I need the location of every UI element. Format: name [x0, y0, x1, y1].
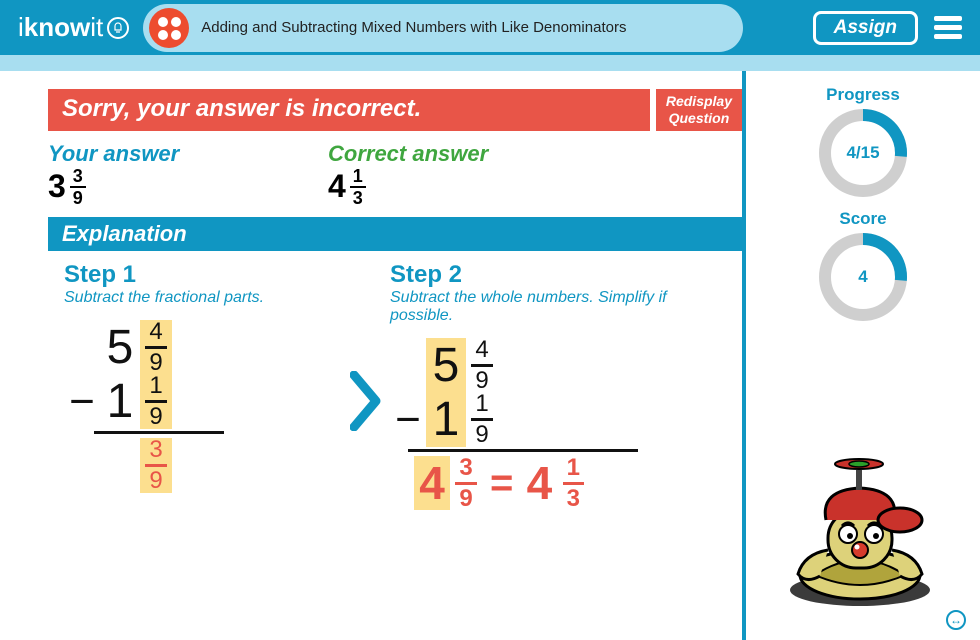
step-2-title: Step 2	[390, 261, 684, 289]
topic-pill: Adding and Subtracting Mixed Numbers wit…	[143, 4, 743, 52]
logo-mid: know	[24, 12, 90, 43]
content-area: Sorry, your answer is incorrect. Redispl…	[0, 71, 742, 640]
topic-title: Adding and Subtracting Mixed Numbers wit…	[201, 18, 626, 38]
step-1: Step 1 Subtract the fractional parts. 5 …	[48, 261, 358, 511]
category-icon	[149, 8, 189, 48]
expand-icon[interactable]: ↔	[946, 610, 966, 630]
step-2-math: 5 49 − 1 19 4 39 = 4 13	[390, 339, 670, 511]
your-answer-value: 3 39	[48, 167, 86, 207]
step-2-result: 4 39 = 4 13	[414, 456, 670, 511]
correct-answer-value: 4 13	[328, 167, 366, 207]
explanation-heading: Explanation	[48, 217, 742, 251]
step-2: Step 2 Subtract the whole numbers. Simpl…	[374, 261, 684, 511]
sidebar: Progress 4/15 Score 4	[742, 71, 980, 640]
progress-ring: 4/15	[817, 107, 909, 199]
redisplay-question-button[interactable]: Redisplay Question	[656, 89, 742, 131]
menu-icon[interactable]	[934, 12, 962, 43]
progress-label: Progress	[756, 85, 970, 105]
assign-button[interactable]: Assign	[813, 11, 918, 45]
step-1-title: Step 1	[64, 261, 358, 289]
logo-suffix: it	[90, 12, 103, 43]
robot-mascot	[760, 430, 970, 610]
score-text: 4	[817, 231, 909, 323]
score-label: Score	[756, 209, 970, 229]
logo[interactable]: iknowit	[18, 12, 129, 43]
progress-text: 4/15	[817, 107, 909, 199]
step-1-math: 5 49 − 1 19 39	[64, 321, 294, 493]
correct-answer-label: Correct answer	[328, 141, 608, 167]
your-answer-label: Your answer	[48, 141, 328, 167]
score-ring: 4	[817, 231, 909, 323]
step-1-subtitle: Subtract the fractional parts.	[64, 289, 358, 307]
feedback-message: Sorry, your answer is incorrect.	[48, 89, 650, 131]
step-2-subtitle: Subtract the whole numbers. Simplify if …	[390, 289, 684, 325]
subheader-strip	[0, 55, 980, 71]
header-bar: iknowit Adding and Subtracting Mixed Num…	[0, 0, 980, 55]
lightbulb-icon	[107, 17, 129, 39]
